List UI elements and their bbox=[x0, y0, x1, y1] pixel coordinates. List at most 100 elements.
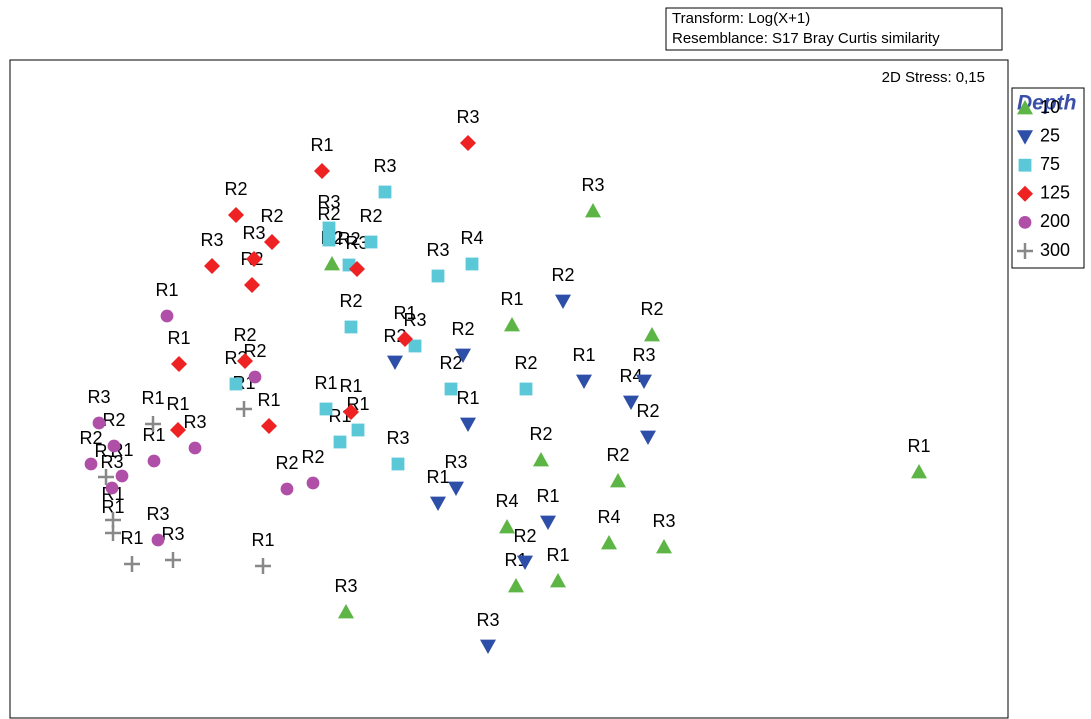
marker bbox=[444, 382, 458, 396]
marker bbox=[264, 234, 280, 250]
legend-title: Depth bbox=[1017, 92, 1077, 115]
marker bbox=[343, 404, 359, 420]
point-label: R2 bbox=[233, 325, 256, 345]
marker bbox=[610, 473, 626, 488]
marker bbox=[229, 377, 243, 391]
marker bbox=[550, 573, 566, 588]
point-label: R2 bbox=[529, 424, 552, 444]
point-label: R3 bbox=[242, 223, 265, 243]
marker bbox=[98, 469, 114, 485]
marker bbox=[107, 439, 121, 453]
point-label: R4 bbox=[495, 491, 518, 511]
point-label: R4 bbox=[460, 228, 483, 248]
marker bbox=[322, 233, 336, 247]
marker bbox=[244, 277, 260, 293]
point-label: R3 bbox=[652, 511, 675, 531]
marker bbox=[84, 457, 98, 471]
transform-note: Transform: Log(X+1) bbox=[672, 10, 810, 27]
marker bbox=[171, 356, 187, 372]
point-label: R2 bbox=[102, 410, 125, 430]
marker bbox=[408, 339, 422, 353]
marker bbox=[280, 482, 294, 496]
point-label: R1 bbox=[426, 467, 449, 487]
marker bbox=[455, 348, 471, 363]
legend-label: 75 bbox=[1040, 154, 1060, 174]
point-label: R3 bbox=[386, 428, 409, 448]
point-label: R1 bbox=[314, 373, 337, 393]
marker bbox=[204, 258, 220, 274]
marker bbox=[431, 269, 445, 283]
marker bbox=[333, 435, 347, 449]
marker bbox=[124, 556, 140, 572]
point-label: R1 bbox=[251, 530, 274, 550]
marker bbox=[160, 309, 174, 323]
point-label: R2 bbox=[636, 401, 659, 421]
point-label: R2 bbox=[79, 428, 102, 448]
marker bbox=[448, 481, 464, 496]
marker bbox=[344, 320, 358, 334]
marker bbox=[324, 256, 340, 271]
marker bbox=[349, 261, 365, 277]
marker bbox=[508, 578, 524, 593]
marker bbox=[460, 417, 476, 432]
point-label: R1 bbox=[456, 388, 479, 408]
point-label: R3 bbox=[632, 345, 655, 365]
legend-label: 10 bbox=[1040, 97, 1060, 117]
point-label: R4 bbox=[619, 366, 642, 386]
marker bbox=[519, 382, 533, 396]
marker bbox=[322, 221, 336, 235]
marker bbox=[151, 533, 165, 547]
marker bbox=[387, 355, 403, 370]
point-label: R3 bbox=[581, 175, 604, 195]
marker bbox=[236, 401, 252, 417]
point-label: R1 bbox=[393, 303, 416, 323]
point-label: R1 bbox=[572, 345, 595, 365]
point-label: R2 bbox=[359, 206, 382, 226]
point-label: R2 bbox=[606, 445, 629, 465]
point-label: R3 bbox=[183, 412, 206, 432]
point-label: R2 bbox=[514, 353, 537, 373]
point-label: R1 bbox=[120, 528, 143, 548]
legend-swatch bbox=[1018, 216, 1032, 229]
point-label: R1 bbox=[536, 486, 559, 506]
marker bbox=[255, 558, 271, 574]
point-label: R2 bbox=[337, 229, 360, 249]
point-label: R3 bbox=[334, 576, 357, 596]
legend-swatch bbox=[1017, 185, 1033, 202]
point-label: R1 bbox=[141, 388, 164, 408]
marker bbox=[555, 294, 571, 309]
point-label: R1 bbox=[546, 545, 569, 565]
legend-label: 300 bbox=[1040, 240, 1070, 260]
marker bbox=[314, 163, 330, 179]
marker bbox=[165, 552, 181, 568]
point-label: R1 bbox=[167, 328, 190, 348]
point-label: R2 bbox=[260, 206, 283, 226]
point-label: R1 bbox=[907, 436, 930, 456]
point-label: R3 bbox=[146, 504, 169, 524]
marker bbox=[378, 185, 392, 199]
marker bbox=[460, 135, 476, 151]
marker bbox=[576, 374, 592, 389]
marker bbox=[364, 235, 378, 249]
marker bbox=[623, 395, 639, 410]
legend-label: 200 bbox=[1040, 211, 1070, 231]
point-label: R1 bbox=[310, 135, 333, 155]
point-label: R1 bbox=[339, 376, 362, 396]
legend-swatch bbox=[1017, 100, 1033, 115]
point-label: R3 bbox=[373, 156, 396, 176]
marker bbox=[248, 370, 262, 384]
legend-swatch bbox=[1018, 158, 1032, 172]
marker bbox=[430, 496, 446, 511]
point-label: R1 bbox=[504, 550, 527, 570]
marker bbox=[338, 604, 354, 619]
marker bbox=[480, 639, 496, 654]
marker bbox=[115, 469, 129, 483]
point-label: R2 bbox=[339, 291, 362, 311]
marker bbox=[306, 476, 320, 490]
point-label: R3 bbox=[426, 240, 449, 260]
marker bbox=[601, 535, 617, 550]
marker bbox=[261, 418, 277, 434]
point-label: R4 bbox=[597, 507, 620, 527]
marker bbox=[105, 525, 121, 541]
marker bbox=[499, 519, 515, 534]
